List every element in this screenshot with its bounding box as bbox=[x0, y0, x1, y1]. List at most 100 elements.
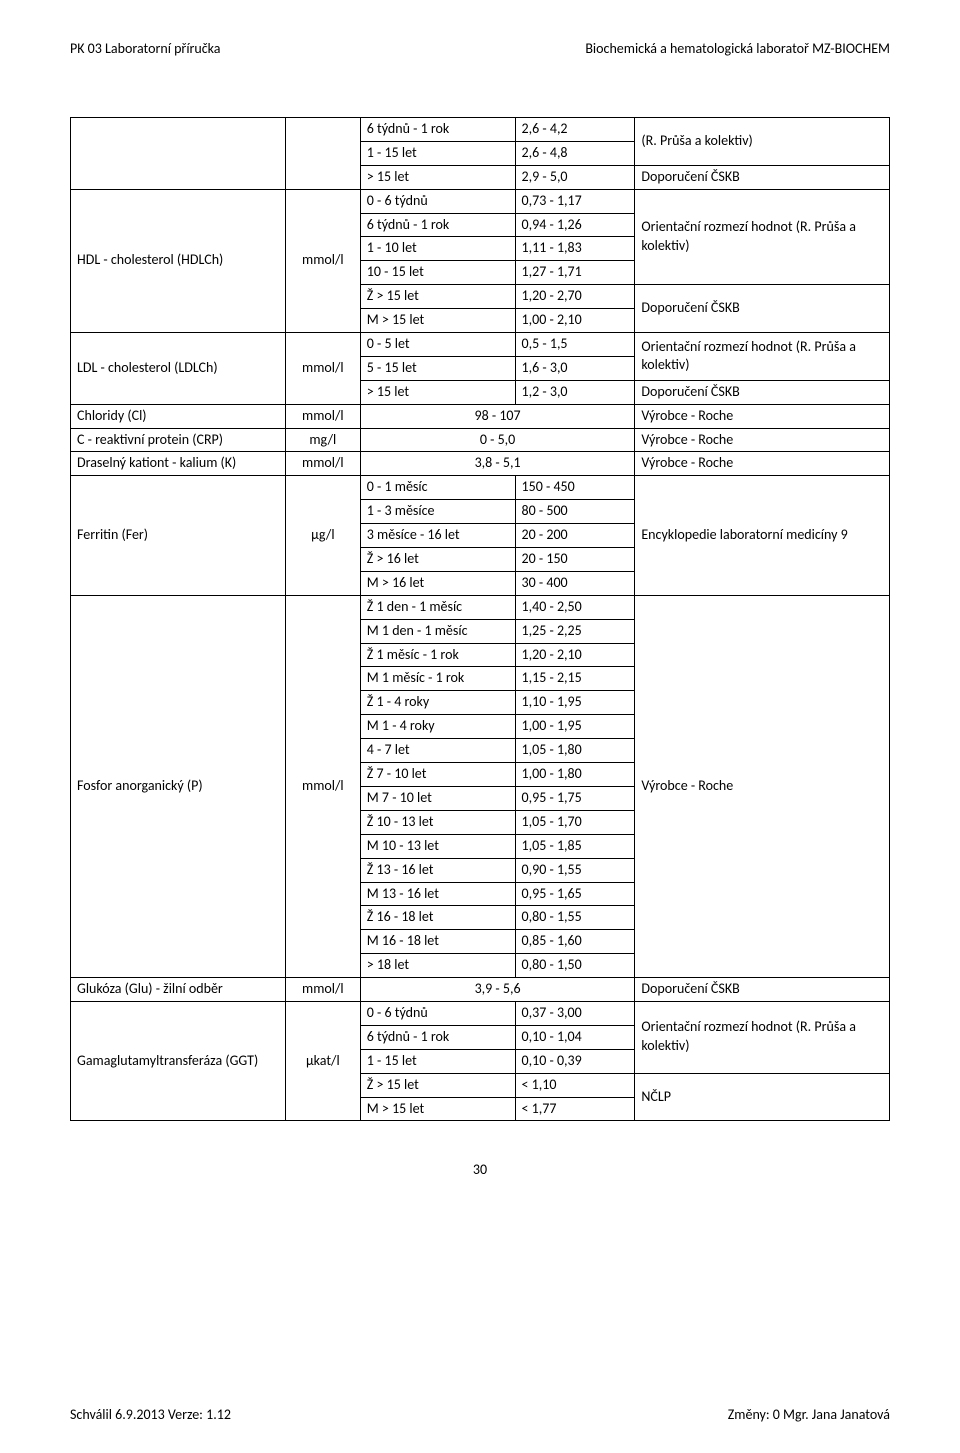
table-row: Fosfor anorganický (P) mmol/l Ž 1 den - … bbox=[71, 595, 890, 619]
value-cell: 1,40 - 2,50 bbox=[515, 595, 635, 619]
table-row: Chloridy (Cl) mmol/l 98 - 107 Výrobce - … bbox=[71, 404, 890, 428]
unit-cell: mmol/l bbox=[285, 189, 360, 332]
value-cell: 0,73 - 1,17 bbox=[515, 189, 635, 213]
source-cell: Výrobce - Roche bbox=[635, 428, 890, 452]
value-cell: 1,05 - 1,70 bbox=[515, 810, 635, 834]
age-cell: Ž 1 - 4 roky bbox=[360, 691, 515, 715]
page-footer: Schválil 6.9.2013 Verze: 1.12 Změny: 0 M… bbox=[70, 1406, 890, 1423]
age-cell: Ž 1 den - 1 měsíc bbox=[360, 595, 515, 619]
table-row: LDL - cholesterol (LDLCh) mmol/l 0 - 5 l… bbox=[71, 333, 890, 357]
unit-cell: mg/l bbox=[285, 428, 360, 452]
age-cell: M 16 - 18 let bbox=[360, 930, 515, 954]
table-row: Gamaglutamyltransferáza (GGT) μkat/l 0 -… bbox=[71, 1001, 890, 1025]
value-cell: 1,15 - 2,15 bbox=[515, 667, 635, 691]
value-cell: 0,5 - 1,5 bbox=[515, 333, 635, 357]
value-cell: 1,05 - 1,80 bbox=[515, 739, 635, 763]
age-cell: 6 týdnů - 1 rok bbox=[360, 118, 515, 142]
footer-right: Změny: 0 Mgr. Jana Janatová bbox=[728, 1406, 890, 1423]
unit-cell: mmol/l bbox=[285, 333, 360, 405]
value-cell: 150 - 450 bbox=[515, 476, 635, 500]
age-cell: 3 měsíce - 16 let bbox=[360, 524, 515, 548]
age-cell: 6 týdnů - 1 rok bbox=[360, 1025, 515, 1049]
source-cell: Orientační rozmezí hodnot (R. Průša a ko… bbox=[635, 1001, 890, 1073]
header-left: PK 03 Laboratorní příručka bbox=[70, 40, 221, 57]
unit-cell: mmol/l bbox=[285, 595, 360, 977]
value-cell: 1,00 - 1,95 bbox=[515, 715, 635, 739]
value-cell: 2,6 - 4,2 bbox=[515, 118, 635, 142]
value-cell: 3,8 - 5,1 bbox=[360, 452, 635, 476]
value-cell: 1,25 - 2,25 bbox=[515, 619, 635, 643]
age-cell: > 15 let bbox=[360, 165, 515, 189]
value-cell: 1,05 - 1,85 bbox=[515, 834, 635, 858]
age-cell: 0 - 1 měsíc bbox=[360, 476, 515, 500]
age-cell: 1 - 15 let bbox=[360, 1049, 515, 1073]
value-cell: 1,11 - 1,83 bbox=[515, 237, 635, 261]
source-cell: NČLP bbox=[635, 1073, 890, 1121]
age-cell: Ž 13 - 16 let bbox=[360, 858, 515, 882]
table-row: Ferritin (Fer) μg/l 0 - 1 měsíc 150 - 45… bbox=[71, 476, 890, 500]
value-cell: 1,20 - 2,10 bbox=[515, 643, 635, 667]
source-cell: Doporučení ČSKB bbox=[635, 380, 890, 404]
age-cell: 1 - 3 měsíce bbox=[360, 500, 515, 524]
unit-cell: μkat/l bbox=[285, 1001, 360, 1120]
source-cell: (R. Průša a kolektiv) bbox=[635, 118, 890, 166]
age-cell: 1 - 10 let bbox=[360, 237, 515, 261]
source-cell: Doporučení ČSKB bbox=[635, 285, 890, 333]
age-cell: Ž > 15 let bbox=[360, 1073, 515, 1097]
unit-cell: mmol/l bbox=[285, 978, 360, 1002]
value-cell: 1,2 - 3,0 bbox=[515, 380, 635, 404]
value-cell: 30 - 400 bbox=[515, 571, 635, 595]
age-cell: M 1 měsíc - 1 rok bbox=[360, 667, 515, 691]
value-cell: 0,10 - 1,04 bbox=[515, 1025, 635, 1049]
value-cell: 0,95 - 1,75 bbox=[515, 786, 635, 810]
value-cell: 0,94 - 1,26 bbox=[515, 213, 635, 237]
age-cell: 4 - 7 let bbox=[360, 739, 515, 763]
value-cell: 2,9 - 5,0 bbox=[515, 165, 635, 189]
param-cell: LDL - cholesterol (LDLCh) bbox=[71, 333, 286, 405]
unit-cell: mmol/l bbox=[285, 404, 360, 428]
value-cell: 0,95 - 1,65 bbox=[515, 882, 635, 906]
age-cell: M > 15 let bbox=[360, 1097, 515, 1121]
param-cell: Fosfor anorganický (P) bbox=[71, 595, 286, 977]
age-cell: > 18 let bbox=[360, 954, 515, 978]
value-cell: 1,27 - 1,71 bbox=[515, 261, 635, 285]
table-row: Glukóza (Glu) - žilní odběr mmol/l 3,9 -… bbox=[71, 978, 890, 1002]
source-cell: Výrobce - Roche bbox=[635, 452, 890, 476]
value-cell: 0,80 - 1,55 bbox=[515, 906, 635, 930]
value-cell: < 1,10 bbox=[515, 1073, 635, 1097]
value-cell: < 1,77 bbox=[515, 1097, 635, 1121]
value-cell: 0,37 - 3,00 bbox=[515, 1001, 635, 1025]
age-cell: Ž 10 - 13 let bbox=[360, 810, 515, 834]
age-cell: 5 - 15 let bbox=[360, 356, 515, 380]
age-cell: M 10 - 13 let bbox=[360, 834, 515, 858]
age-cell: M > 15 let bbox=[360, 309, 515, 333]
page-header: PK 03 Laboratorní příručka Biochemická a… bbox=[70, 40, 890, 57]
value-cell: 1,10 - 1,95 bbox=[515, 691, 635, 715]
age-cell: M 1 - 4 roky bbox=[360, 715, 515, 739]
value-cell: 2,6 - 4,8 bbox=[515, 141, 635, 165]
value-cell: 98 - 107 bbox=[360, 404, 635, 428]
table-row: 6 týdnů - 1 rok 2,6 - 4,2 (R. Průša a ko… bbox=[71, 118, 890, 142]
param-cell: C - reaktivní protein (CRP) bbox=[71, 428, 286, 452]
table-row: Draselný kationt - kalium (K) mmol/l 3,8… bbox=[71, 452, 890, 476]
age-cell: Ž > 15 let bbox=[360, 285, 515, 309]
source-cell: Orientační rozmezí hodnot (R. Průša a ko… bbox=[635, 189, 890, 285]
source-cell: Doporučení ČSKB bbox=[635, 978, 890, 1002]
page-number: 30 bbox=[70, 1161, 890, 1178]
table-row: C - reaktivní protein (CRP) mg/l 0 - 5,0… bbox=[71, 428, 890, 452]
unit-cell: mmol/l bbox=[285, 452, 360, 476]
value-cell: 1,00 - 1,80 bbox=[515, 763, 635, 787]
param-cell: Gamaglutamyltransferáza (GGT) bbox=[71, 1001, 286, 1120]
source-cell: Orientační rozmezí hodnot (R. Průša a ko… bbox=[635, 333, 890, 381]
source-cell: Doporučení ČSKB bbox=[635, 165, 890, 189]
age-cell: Ž 1 měsíc - 1 rok bbox=[360, 643, 515, 667]
param-cell: HDL - cholesterol (HDLCh) bbox=[71, 189, 286, 332]
value-cell: 3,9 - 5,6 bbox=[360, 978, 635, 1002]
value-cell: 1,6 - 3,0 bbox=[515, 356, 635, 380]
value-cell: 0,90 - 1,55 bbox=[515, 858, 635, 882]
age-cell: Ž 7 - 10 let bbox=[360, 763, 515, 787]
value-cell: 1,20 - 2,70 bbox=[515, 285, 635, 309]
age-cell: M > 16 let bbox=[360, 571, 515, 595]
value-cell: 0 - 5,0 bbox=[360, 428, 635, 452]
source-cell: Výrobce - Roche bbox=[635, 595, 890, 977]
